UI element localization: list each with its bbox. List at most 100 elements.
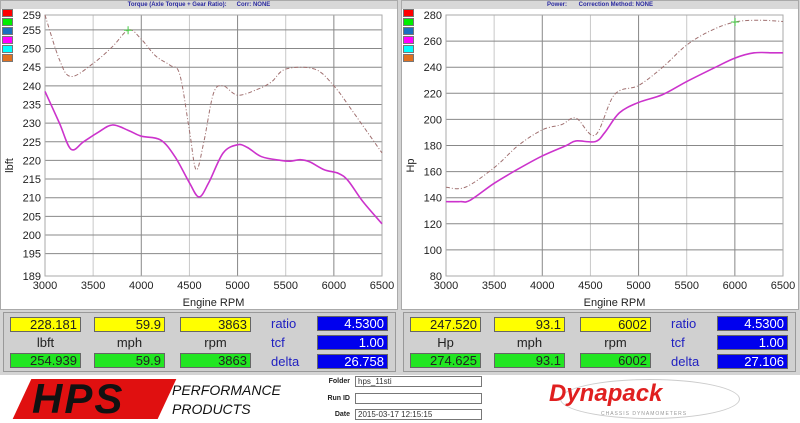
power-readout-panel: 247.520 93.1 6002 Hp mph rpm 274.625 93.…	[403, 312, 796, 372]
y-tick-label: 195	[23, 249, 41, 261]
ratio-label: ratio	[671, 316, 697, 331]
y-tick-label: 230	[23, 118, 41, 130]
legend-swatch[interactable]	[2, 9, 13, 17]
x-tick-label: 3000	[434, 280, 458, 292]
x-tick-label: 4000	[129, 280, 153, 292]
cursor-marker	[731, 18, 740, 27]
y-tick-label: 100	[424, 245, 442, 257]
legend-swatch[interactable]	[2, 45, 13, 53]
y-tick-label: 205	[23, 211, 41, 223]
delta-value: 26.758	[317, 354, 388, 369]
y-tick-label: 255	[23, 25, 41, 37]
x-tick-label: 5000	[626, 280, 650, 292]
speed-value: 59.9	[94, 317, 165, 332]
unit-label: mph	[516, 335, 543, 350]
legend-swatch[interactable]	[403, 27, 414, 35]
y-tick-label: 235	[23, 99, 41, 111]
tcf-label: tcf	[271, 335, 285, 350]
folder-field[interactable]: hps_11sti	[355, 376, 482, 387]
legend-swatch[interactable]	[403, 18, 414, 26]
y-tick-label: 240	[424, 62, 442, 74]
hps-logo: HPS	[12, 378, 177, 420]
unit-label: lbft	[36, 335, 55, 350]
legend-swatch[interactable]	[2, 36, 13, 44]
y-tick-label: 160	[424, 167, 442, 179]
legend-swatch[interactable]	[403, 36, 414, 44]
y-tick-label: 220	[23, 155, 41, 167]
date-field[interactable]: 2015-03-17 12:15:15	[355, 409, 482, 420]
delta-label: delta	[271, 354, 300, 369]
speed-value: 93.1	[494, 317, 565, 332]
plot-frame	[44, 14, 383, 277]
y-tick-label: 200	[424, 114, 442, 126]
logo-subtitle: PRODUCTS	[172, 401, 251, 417]
y-tick-label: 189	[23, 271, 41, 283]
ratio-label: ratio	[271, 316, 297, 331]
legend-swatch[interactable]	[403, 45, 414, 53]
x-tick-label: 5000	[225, 280, 249, 292]
power-chart: 3000 3500 4000 4500 5000 5500 6000 6500 80 100 120…	[405, 10, 795, 309]
rpm-value: 3863	[180, 317, 251, 332]
rpm-ref-value: 3863	[180, 353, 251, 368]
run-id-label: Run ID	[327, 395, 350, 402]
torque-chart: 3000 3500 4000 4500 5000 5500 6000 6500 189 195 20…	[4, 10, 394, 309]
torque-ref-value: 254.939	[10, 353, 81, 368]
legend-swatch[interactable]	[2, 27, 13, 35]
y-tick-label: 245	[23, 62, 41, 74]
torque-readout-panel: 228.181 59.9 3863 lbft mph rpm 254.939 5…	[3, 312, 396, 372]
x-tick-label: 6500	[370, 280, 394, 292]
folder-label: Folder	[328, 378, 350, 385]
y-tick-label: 215	[23, 174, 41, 186]
tcf-label: tcf	[671, 335, 685, 350]
unit-label: rpm	[204, 335, 227, 350]
tcf-value: 1.00	[317, 335, 388, 350]
legend-swatch[interactable]	[2, 54, 13, 62]
y-tick-label: 210	[23, 193, 41, 205]
x-tick-label: 5500	[674, 280, 698, 292]
plot-frame	[445, 14, 784, 277]
legend-swatch[interactable]	[403, 54, 414, 62]
y-tick-label: 280	[424, 10, 442, 22]
footer: HPS PERFORMANCE PRODUCTS Folder hps_11st…	[0, 375, 800, 423]
unit-label: rpm	[604, 335, 627, 350]
torque-chart-panel: Torque (Axle Torque + Gear Ratio): Corr:…	[0, 0, 398, 310]
x-tick-label: 3000	[33, 280, 57, 292]
series-line-solid	[44, 91, 383, 225]
x-axis-label: Engine RPM	[183, 297, 245, 309]
delta-value: 27.106	[717, 354, 788, 369]
y-axis-label: Hp	[405, 158, 417, 172]
y-axis-label: lbft	[4, 158, 16, 173]
speed-ref-value: 59.9	[94, 353, 165, 368]
torque-chart-title: Torque (Axle Torque + Gear Ratio): Corr:…	[1, 1, 397, 9]
y-tick-label: 80	[430, 271, 442, 283]
x-tick-label: 4500	[177, 280, 201, 292]
delta-label: delta	[671, 354, 700, 369]
x-tick-label: 5500	[273, 280, 297, 292]
power-value: 247.520	[410, 317, 481, 332]
y-tick-label: 220	[424, 88, 442, 100]
y-tick-label: 240	[23, 81, 41, 93]
power-chart-panel: Power: Correction Method: NONE 3000 3500 4…	[401, 0, 799, 310]
torque-value: 228.181	[10, 317, 81, 332]
legend-swatch[interactable]	[403, 9, 414, 17]
y-tick-label: 120	[424, 219, 442, 231]
logo-subtitle: PERFORMANCE	[172, 382, 281, 398]
rpm-ref-value: 6002	[580, 353, 651, 368]
y-tick-label: 180	[424, 141, 442, 153]
power-chart-title: Power: Correction Method: NONE	[402, 1, 798, 9]
legend-swatch[interactable]	[2, 18, 13, 26]
y-tick-label: 200	[23, 230, 41, 242]
x-tick-label: 4000	[530, 280, 554, 292]
tcf-value: 1.00	[717, 335, 788, 350]
y-tick-label: 250	[23, 44, 41, 56]
x-tick-label: 3500	[482, 280, 506, 292]
dynapack-logo: Dynapack CHASSIS DYNAMOMETERS	[549, 379, 740, 419]
date-label: Date	[334, 411, 350, 418]
unit-label: mph	[116, 335, 143, 350]
x-tick-label: 4500	[578, 280, 602, 292]
unit-label: Hp	[437, 335, 454, 350]
series-line-dashed	[445, 19, 784, 190]
cursor-marker	[124, 26, 133, 35]
run-id-field[interactable]	[355, 393, 482, 404]
rpm-value: 6002	[580, 317, 651, 332]
